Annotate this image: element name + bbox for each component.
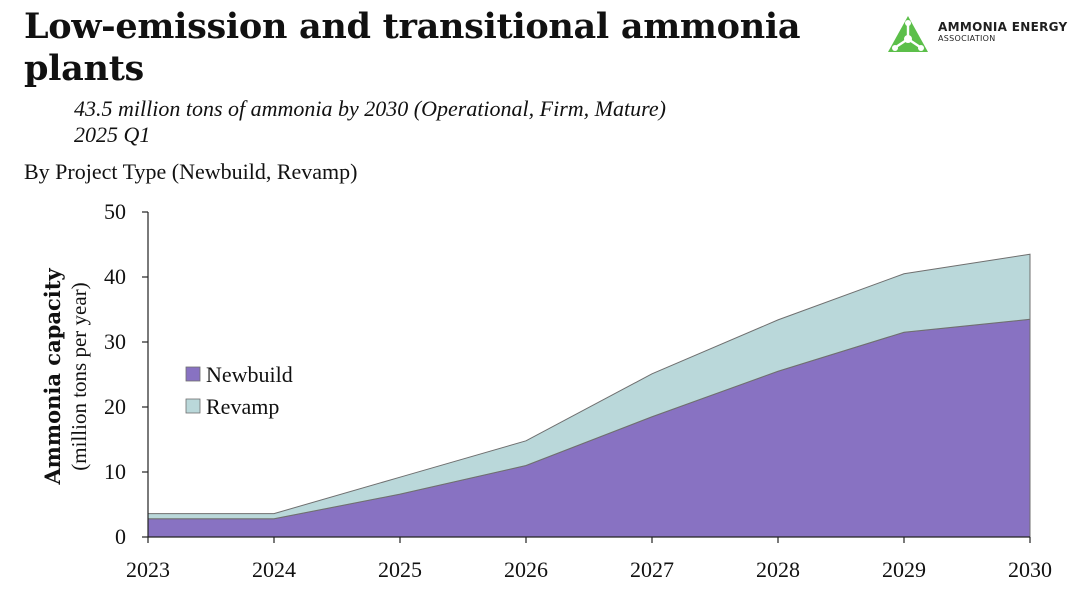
y-tick-label: 50 <box>104 199 126 224</box>
subtitle-line-1: 43.5 million tons of ammonia by 2030 (Op… <box>74 96 666 121</box>
logo-name: AMMONIA ENERGY <box>938 20 1068 34</box>
x-tick-label: 2027 <box>630 557 674 582</box>
chart-subtitle: 43.5 million tons of ammonia by 2030 (Op… <box>74 96 666 148</box>
legend-swatch-newbuild <box>185 366 201 382</box>
legend-label-newbuild: Newbuild <box>206 362 293 387</box>
chart-title: Low-emission and transitional ammonia pl… <box>24 6 801 89</box>
area-revamp <box>147 253 1031 520</box>
ammonia-energy-logo: AMMONIA ENERGY ASSOCIATION <box>884 12 1067 56</box>
y-tick-label: 10 <box>104 459 126 484</box>
x-tick-label: 2023 <box>126 557 170 582</box>
x-tick-label: 2028 <box>756 557 800 582</box>
x-tick-label: 2025 <box>378 557 422 582</box>
subtitle-line-2: 2025 Q1 <box>74 122 151 147</box>
x-tick-label: 2024 <box>252 557 296 582</box>
y-axis-unit-label: (million tons per year) <box>67 282 91 470</box>
legend-label-revamp: Revamp <box>206 394 279 419</box>
logo-subtitle: ASSOCIATION <box>938 34 996 43</box>
y-tick-label: 20 <box>104 394 126 419</box>
legend-swatch-revamp <box>185 398 201 414</box>
x-tick-label: 2026 <box>504 557 548 582</box>
y-tick-label: 40 <box>104 264 126 289</box>
y-tick-label: 0 <box>115 524 126 549</box>
x-tick-label: 2029 <box>882 557 926 582</box>
breakdown-label: By Project Type (Newbuild, Revamp) <box>24 159 358 184</box>
y-axis-label: Ammonia capacity <box>40 268 65 486</box>
ammonia-molecule-triangle-icon <box>888 16 928 52</box>
x-tick-label: 2030 <box>1008 557 1052 582</box>
y-tick-label: 30 <box>104 329 126 354</box>
